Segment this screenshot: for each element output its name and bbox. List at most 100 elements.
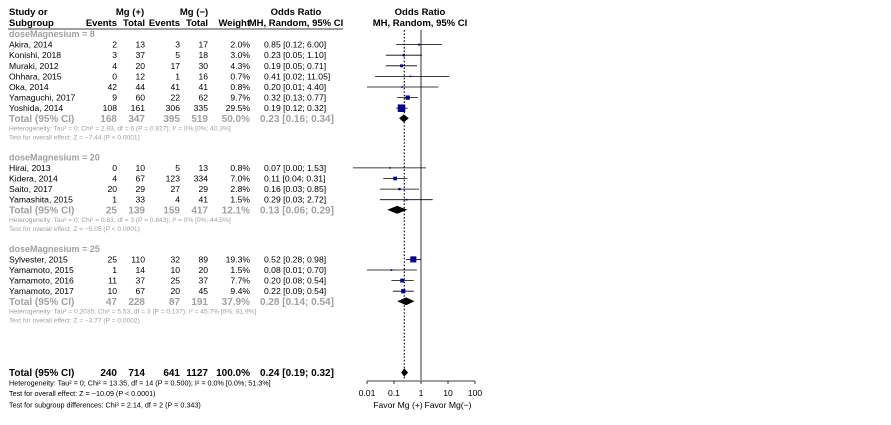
study-point-estimate bbox=[418, 43, 421, 46]
total-mg-plus: 60 bbox=[135, 93, 145, 103]
total-mg-minus: 17 bbox=[198, 40, 208, 50]
study-point-estimate bbox=[401, 289, 406, 294]
events-mg-minus: 25 bbox=[170, 276, 180, 286]
total-mg-minus: 335 bbox=[194, 103, 209, 113]
study-point-estimate bbox=[389, 167, 391, 169]
events-mg-minus: 20 bbox=[170, 286, 180, 296]
events-mg-minus: 3 bbox=[175, 40, 180, 50]
subgroup-total-events-1: 168 bbox=[100, 114, 117, 125]
study-weight: 29.5% bbox=[226, 103, 251, 113]
events-mg-minus: 1 bbox=[175, 71, 180, 81]
subgroup-total-or-ci: 0.13 [0.06; 0.29] bbox=[260, 205, 334, 216]
total-mg-minus: 18 bbox=[198, 50, 208, 60]
total-mg-minus: 30 bbox=[198, 61, 208, 71]
plot-marks bbox=[352, 43, 450, 377]
subgroup-total-weight: 50.0% bbox=[222, 114, 250, 125]
subgroup-total-events-2: 395 bbox=[163, 114, 180, 125]
subgroup-total-n-1: 347 bbox=[128, 114, 145, 125]
study-point-estimate bbox=[409, 75, 412, 78]
total-mg-minus: 41 bbox=[198, 195, 208, 205]
subgroup-total-n-2: 191 bbox=[191, 297, 208, 308]
total-mg-minus: 89 bbox=[198, 254, 208, 264]
subgroup-total-or-ci: 0.28 [0.14; 0.54] bbox=[260, 297, 334, 308]
study-weight: 19.3% bbox=[226, 254, 251, 264]
study-weight: 2.8% bbox=[230, 184, 250, 194]
subgroup-overall-effect: Test for overall effect: Z = −5.05 (P < … bbox=[9, 226, 140, 233]
header-group2: Mg (−) bbox=[180, 7, 208, 18]
study-point-estimate bbox=[401, 86, 403, 88]
x-axis-tick-label: 100 bbox=[468, 388, 483, 398]
total-mg-plus: 44 bbox=[135, 82, 145, 92]
overall-heterogeneity: Heterogeneity: Tau² = 0; Chi² = 13.35, d… bbox=[9, 379, 271, 388]
subgroup-overall-effect: Test for overall effect: Z = −3.77 (P = … bbox=[9, 317, 140, 324]
total-mg-plus: 161 bbox=[131, 103, 146, 113]
x-axis-tick-label: 1 bbox=[419, 388, 424, 398]
header-events-2: Events bbox=[149, 18, 180, 29]
study-name: Oka, 2014 bbox=[9, 82, 49, 92]
study-or-ci: 0.07 [0.00; 1.53] bbox=[264, 163, 326, 173]
total-mg-plus: 37 bbox=[135, 276, 145, 286]
study-or-ci: 0.20 [0.01; 4.40] bbox=[264, 82, 326, 92]
study-name: Yamamoto, 2015 bbox=[9, 265, 74, 275]
study-weight: 3.0% bbox=[230, 50, 250, 60]
subgroup-heterogeneity: Heterogeneity: Tau² = 0; Chi² = 0.83, df… bbox=[9, 217, 231, 224]
events-mg-minus: 10 bbox=[170, 265, 180, 275]
study-point-estimate bbox=[402, 54, 405, 57]
events-mg-plus: 1 bbox=[112, 195, 117, 205]
header-total-2: Total bbox=[186, 18, 208, 29]
study-or-ci: 0.19 [0.12; 0.32] bbox=[264, 103, 326, 113]
total-mg-minus: 45 bbox=[198, 286, 208, 296]
study-point-estimate bbox=[398, 187, 401, 191]
overall-total-label: Total (95% CI) bbox=[9, 368, 74, 379]
subgroup-total-weight: 12.1% bbox=[222, 205, 250, 216]
subgroup-total-label: Total (95% CI) bbox=[9, 297, 74, 308]
study-point-estimate bbox=[400, 278, 405, 283]
study-point-estimate bbox=[405, 198, 408, 201]
subgroup-total-events-2: 159 bbox=[163, 205, 180, 216]
events-mg-minus: 17 bbox=[170, 61, 180, 71]
study-point-estimate bbox=[390, 269, 393, 271]
study-point-estimate bbox=[397, 104, 406, 112]
study-name: Kidera, 2014 bbox=[9, 174, 58, 184]
overall-events-1: 240 bbox=[100, 368, 117, 379]
study-or-ci: 0.29 [0.03; 2.72] bbox=[264, 195, 326, 205]
plot-lines bbox=[403, 30, 422, 380]
total-mg-plus: 20 bbox=[135, 61, 145, 71]
study-weight: 9.7% bbox=[230, 93, 250, 103]
subgroup-total-events-2: 87 bbox=[169, 297, 181, 308]
study-name: Akira, 2014 bbox=[9, 40, 53, 50]
total-mg-plus: 37 bbox=[135, 50, 145, 60]
subgroup-total-weight: 37.9% bbox=[222, 297, 250, 308]
plot-header-title: Odds Ratio bbox=[395, 7, 446, 18]
header-or-sub: MH, Random, 95% CI bbox=[249, 18, 344, 29]
subgroup-total-n-1: 139 bbox=[128, 205, 145, 216]
events-mg-plus: 9 bbox=[112, 93, 117, 103]
total-mg-minus: 29 bbox=[198, 184, 208, 194]
events-mg-plus: 2 bbox=[112, 40, 117, 50]
study-weight: 0.7% bbox=[230, 71, 250, 81]
total-mg-plus: 12 bbox=[135, 71, 145, 81]
events-mg-plus: 0 bbox=[112, 163, 117, 173]
study-weight: 7.7% bbox=[230, 276, 250, 286]
study-or-ci: 0.22 [0.09; 0.54] bbox=[264, 286, 326, 296]
x-axis-tick-label: 10 bbox=[443, 388, 453, 398]
events-mg-minus: 32 bbox=[170, 254, 180, 264]
study-weight: 2.0% bbox=[230, 40, 250, 50]
study-point-estimate bbox=[405, 95, 410, 100]
total-mg-minus: 334 bbox=[194, 174, 209, 184]
events-mg-plus: 1 bbox=[112, 265, 117, 275]
study-or-ci: 0.19 [0.05; 0.71] bbox=[264, 61, 326, 71]
events-mg-plus: 0 bbox=[112, 71, 117, 81]
study-name: Muraki, 2012 bbox=[9, 61, 59, 71]
study-or-ci: 0.85 [0.12; 6.00] bbox=[264, 40, 326, 50]
study-name: Sylvester, 2015 bbox=[9, 254, 68, 264]
study-or-ci: 0.32 [0.13; 0.77] bbox=[264, 93, 326, 103]
total-mg-plus: 67 bbox=[135, 286, 145, 296]
subgroup-label: doseMagnesium = 20 bbox=[9, 152, 100, 162]
subgroup-total-label: Total (95% CI) bbox=[9, 114, 74, 125]
overall-diamond bbox=[401, 368, 409, 377]
study-name: Ohhara, 2015 bbox=[9, 71, 62, 81]
study-name: Konishi, 2018 bbox=[9, 50, 61, 60]
subgroup-total-n-2: 417 bbox=[191, 205, 208, 216]
study-weight: 0.8% bbox=[230, 163, 250, 173]
